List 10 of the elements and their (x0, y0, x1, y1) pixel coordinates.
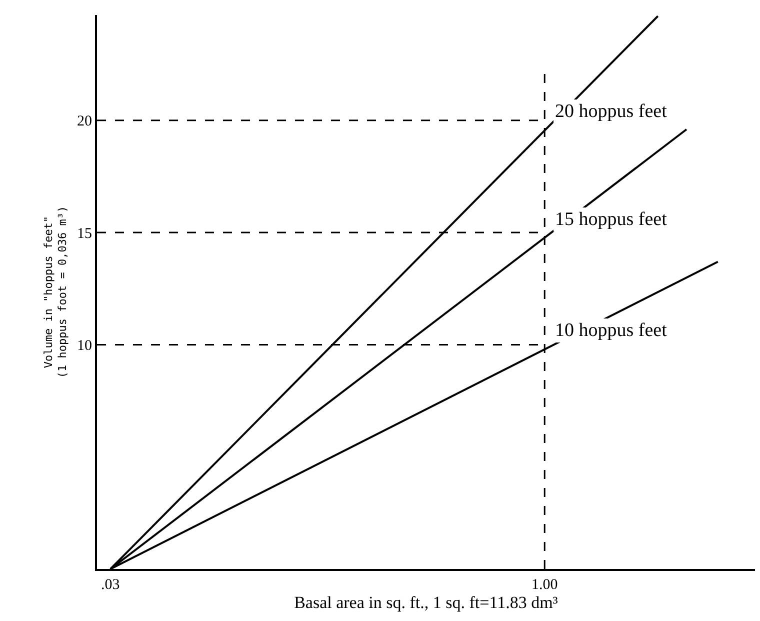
x-tick-label: .03 (101, 577, 120, 593)
series-label: 20 hoppus feet (555, 101, 668, 122)
series-label: 10 hoppus feet (555, 320, 668, 341)
x-tick-label: 1.00 (531, 577, 558, 593)
y-tick-label: 10 (77, 338, 92, 354)
y-axis-title: Volume in "hoppus feet" (1 hoppus foot = 0,036 m³) (42, 206, 70, 378)
y-tick-label: 15 (77, 226, 92, 242)
x-axis-title: Basal area in sq. ft., 1 sq. ft=11.83 dm³ (294, 593, 558, 612)
series-label: 15 hoppus feet (555, 209, 668, 230)
y-tick-label: 20 (77, 114, 92, 130)
